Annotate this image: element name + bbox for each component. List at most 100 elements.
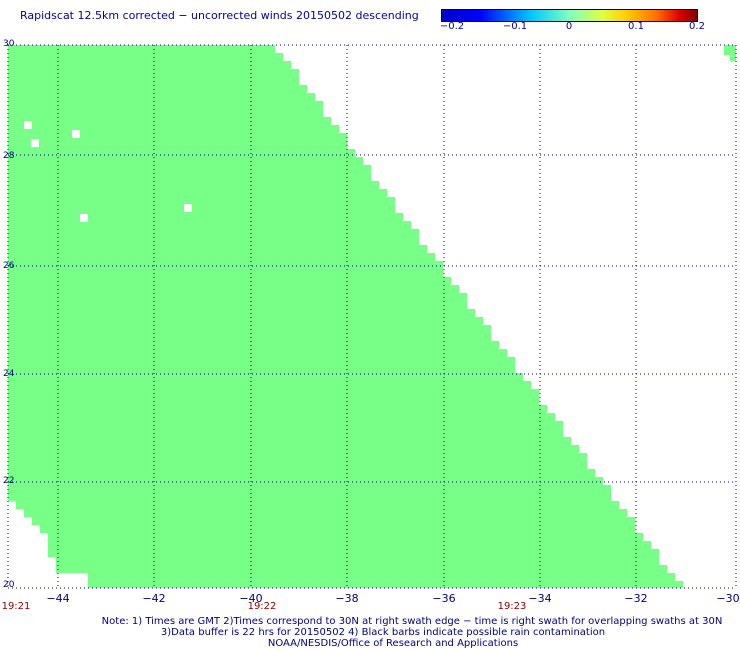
swath-row: [8, 109, 323, 117]
swath-row: [8, 405, 547, 413]
colorbar-tick-label: −0.1: [502, 21, 528, 32]
swath-row: [56, 557, 659, 565]
swath-row: [8, 133, 347, 141]
swath-row: [8, 341, 499, 349]
longitude-label: −34: [528, 592, 552, 605]
swath-row: [8, 413, 555, 421]
latitude-label: 20: [3, 580, 15, 590]
swath-row: [8, 485, 611, 493]
colorbar-tick-label: 0.2: [689, 21, 705, 32]
swath-row: [8, 373, 523, 381]
swath-row: [24, 509, 627, 517]
swath-row: [8, 333, 491, 341]
note-line-3: NOAA/NESDIS/Office of Research and Appli…: [267, 638, 519, 649]
colorbar-tick-label: 0: [565, 21, 573, 32]
swath-row: [32, 517, 635, 525]
colorbar-tick-label: −0.2: [439, 21, 465, 32]
longitude-label: −32: [624, 592, 648, 605]
lat-lon-grid: [7, 44, 737, 589]
swath-row: [8, 389, 539, 397]
swath-row: [8, 461, 587, 469]
missing-data-cell: [184, 204, 192, 212]
swath-fill: [8, 45, 736, 588]
swath-row: [8, 245, 427, 253]
swath-row: [8, 309, 475, 317]
swath-row: [8, 53, 283, 61]
latitude-label: 28: [3, 151, 15, 161]
swath-row: [8, 253, 435, 261]
swath-row: [8, 301, 467, 309]
swath-row: [40, 525, 635, 533]
time-label: 19:22: [247, 601, 277, 612]
time-label: 19:21: [1, 601, 31, 612]
swath-row: [8, 445, 579, 453]
missing-data-cell: [31, 139, 39, 147]
swath-row: [8, 285, 459, 293]
missing-data-cell: [24, 121, 32, 129]
swath-row: [8, 437, 571, 445]
swath-row: [8, 229, 419, 237]
swath-row: [48, 533, 643, 541]
swath-row: [8, 421, 563, 429]
note-line-2: 3)Data buffer is 22 hrs for 20150502 4) …: [160, 627, 606, 638]
swath-row: [8, 101, 323, 109]
swath-row: [8, 261, 443, 269]
swath-row: [8, 277, 451, 285]
missing-data-cell: [72, 130, 80, 138]
swath-row: [8, 85, 307, 93]
swath-row: [8, 221, 411, 229]
longitude-label: −38: [335, 592, 359, 605]
swath-row: [8, 317, 483, 325]
colorbar-tick-label: 0.1: [628, 21, 644, 32]
longitude-label: −40: [239, 592, 263, 605]
swath-row: [8, 357, 515, 365]
swath-row: [56, 565, 667, 573]
swath-row: [8, 181, 379, 189]
swath-row: [8, 141, 347, 149]
missing-data-cell: [80, 214, 88, 222]
swath-row: [8, 381, 531, 389]
swath-row: [8, 165, 371, 173]
swath-row: [8, 117, 331, 125]
swath-row: [8, 429, 563, 437]
swath-row: [8, 157, 363, 165]
latitude-label: 30: [3, 39, 15, 49]
swath-row: [8, 197, 395, 205]
swath-row: [8, 453, 587, 461]
swath-row: [88, 573, 675, 581]
swath-row: [8, 93, 315, 101]
swath-row: [48, 541, 651, 549]
longitude-label: −44: [46, 592, 70, 605]
swath-row: [8, 269, 443, 277]
swath-row: [8, 213, 403, 221]
swath-row: [8, 205, 395, 213]
swath-row: [8, 493, 611, 501]
time-label: 19:23: [497, 601, 527, 612]
swath-row: [8, 349, 507, 357]
swath-row: [16, 501, 619, 509]
latitude-label: 26: [3, 261, 15, 271]
latitude-label: 24: [3, 369, 15, 379]
colorbar: [441, 9, 698, 22]
longitude-label: −36: [432, 592, 456, 605]
latitude-label: 22: [3, 476, 15, 486]
note-line-1: Note: 1) Times are GMT 2)Times correspon…: [101, 616, 723, 627]
swath-row: [8, 477, 603, 485]
swath-row: [48, 549, 659, 557]
swath-row: [8, 325, 491, 333]
swath-row: [8, 45, 275, 53]
swath-row: [8, 237, 419, 245]
swath-row: [8, 365, 515, 373]
swath-edge-cell: [724, 45, 736, 55]
longitude-label: −42: [142, 592, 166, 605]
swath-row: [8, 173, 371, 181]
swath-row: [8, 125, 339, 133]
swath-edge-cell: [730, 55, 736, 61]
longitude-label: −30: [716, 592, 740, 605]
swath-row: [8, 61, 291, 69]
swath-row: [8, 469, 595, 477]
swath-row: [8, 293, 467, 301]
swath-row: [8, 149, 355, 157]
wind-difference-map: [7, 44, 737, 589]
swath-row: [8, 189, 387, 197]
